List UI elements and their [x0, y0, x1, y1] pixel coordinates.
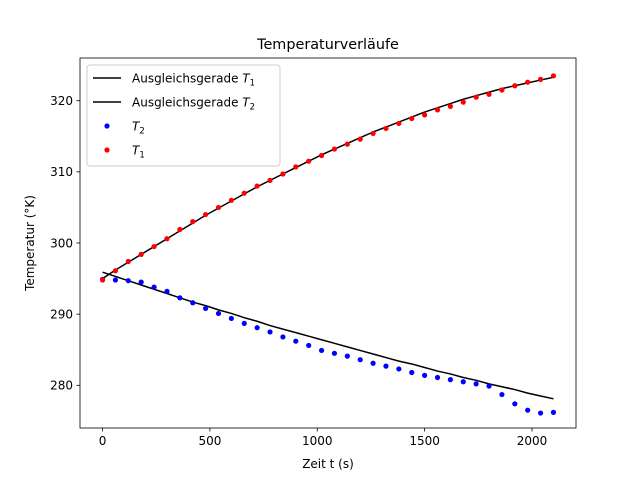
- x-tick-label: 1500: [409, 434, 440, 448]
- data-point-t1: [138, 251, 144, 257]
- x-tick-label: 0: [99, 434, 107, 448]
- data-point-t1: [215, 204, 222, 211]
- legend-marker-t2: [104, 123, 110, 129]
- data-point-t1: [422, 112, 428, 118]
- y-tick-label: 290: [50, 307, 73, 321]
- data-point-t1: [190, 219, 196, 225]
- data-point-t2: [525, 407, 531, 413]
- data-point-t1: [370, 130, 376, 137]
- data-point-t1: [125, 258, 131, 265]
- data-point-t2: [357, 357, 363, 363]
- data-point-t2: [112, 277, 119, 283]
- y-tick-label: 280: [50, 379, 73, 393]
- data-point-t1: [203, 211, 209, 218]
- data-point-t2: [537, 410, 544, 416]
- data-point-t1: [486, 91, 492, 97]
- data-point-t1: [434, 107, 441, 113]
- data-point-t2: [267, 329, 273, 335]
- data-point-t2: [550, 409, 557, 415]
- y-tick-label: 310: [50, 165, 73, 179]
- series-line-ausgleichsgerade-t1: [102, 76, 554, 280]
- data-point-t1: [537, 76, 544, 82]
- data-point-t1: [357, 136, 363, 142]
- data-point-t2: [138, 279, 144, 285]
- data-point-t2: [177, 295, 183, 301]
- data-point-t2: [473, 381, 479, 387]
- data-point-t2: [460, 379, 466, 385]
- data-point-t1: [550, 73, 557, 79]
- legend-label-ausgleichsgerade-t2: Ausgleichsgerade T2: [132, 96, 255, 113]
- data-point-t1: [512, 83, 518, 89]
- data-point-t2: [241, 320, 247, 326]
- data-point-t2: [344, 353, 350, 359]
- x-axis-label: Zeit t (s): [302, 457, 354, 471]
- data-point-t1: [112, 268, 119, 274]
- data-point-t1: [164, 236, 170, 242]
- legend-label-t1: T1: [132, 144, 145, 161]
- data-point-t2: [318, 347, 325, 354]
- data-point-t1: [344, 141, 350, 147]
- data-point-t1: [383, 125, 389, 132]
- y-tick-label: 320: [50, 94, 73, 108]
- data-point-t1: [177, 226, 183, 233]
- data-point-t1: [447, 103, 453, 109]
- data-point-t1: [460, 99, 466, 105]
- data-point-t2: [434, 374, 441, 381]
- data-point-t1: [280, 171, 286, 177]
- data-point-t1: [409, 115, 415, 122]
- data-point-t2: [151, 284, 157, 290]
- data-point-t1: [293, 164, 299, 170]
- data-point-t1: [254, 183, 260, 189]
- data-point-t2: [228, 315, 234, 322]
- data-point-t1: [99, 277, 106, 283]
- x-tick-label: 2000: [517, 434, 548, 448]
- chart-title: Temperaturverläufe: [256, 37, 399, 53]
- data-point-t2: [422, 372, 428, 378]
- data-point-t1: [306, 158, 312, 164]
- data-point-t2: [164, 288, 170, 294]
- data-point-t1: [151, 243, 157, 250]
- data-point-t2: [203, 305, 209, 312]
- data-point-t1: [331, 146, 338, 152]
- data-point-t2: [280, 334, 286, 340]
- x-tick-label: 1000: [302, 434, 333, 448]
- data-point-t1: [473, 94, 479, 100]
- data-point-t1: [241, 190, 247, 196]
- legend-label-ausgleichsgerade-t1: Ausgleichsgerade T1: [132, 72, 255, 89]
- data-point-t2: [409, 369, 415, 376]
- x-tick-label: 500: [198, 434, 221, 448]
- data-point-t1: [396, 120, 402, 127]
- legend-label-t2: T2: [132, 120, 145, 137]
- data-point-t2: [383, 363, 389, 369]
- data-point-t2: [331, 350, 338, 356]
- data-point-t1: [499, 87, 505, 93]
- plot-area: [99, 73, 557, 416]
- data-point-t2: [396, 366, 402, 372]
- data-point-t2: [447, 377, 453, 383]
- data-point-t2: [215, 310, 222, 317]
- data-point-t2: [125, 278, 131, 284]
- data-point-t1: [228, 197, 234, 203]
- data-point-t2: [512, 401, 518, 407]
- data-point-t2: [190, 300, 196, 306]
- data-point-t2: [499, 391, 505, 398]
- data-point-t2: [370, 360, 376, 366]
- data-point-t1: [525, 79, 531, 85]
- data-point-t2: [306, 342, 312, 349]
- y-axis-label: Temperatur (°K): [23, 195, 37, 292]
- y-tick-label: 300: [50, 236, 73, 250]
- data-point-t2: [293, 338, 299, 344]
- axis-ticks: 0 500 1000 1500 2000 280 290 300 310 320: [50, 94, 547, 448]
- legend-box: [86, 64, 281, 167]
- data-point-t2: [254, 325, 260, 331]
- data-point-t1: [267, 177, 273, 183]
- legend-marker-t1: [104, 147, 110, 153]
- legend: Ausgleichsgerade T1 Ausgleichsgerade T2 T2…: [86, 64, 281, 167]
- data-point-t1: [318, 152, 325, 159]
- data-point-t2: [486, 383, 492, 389]
